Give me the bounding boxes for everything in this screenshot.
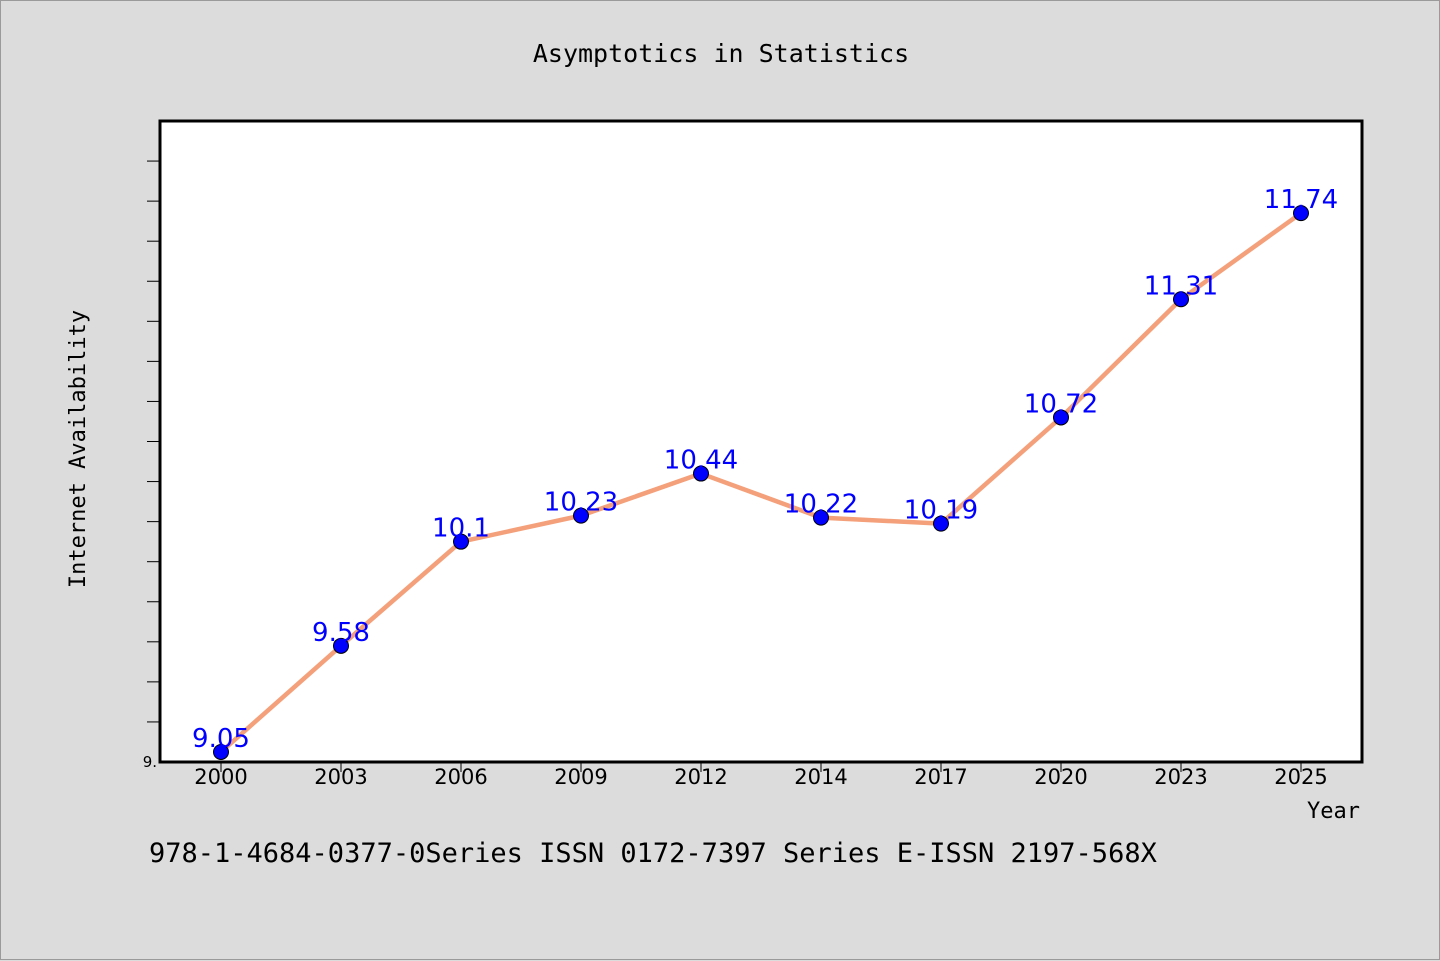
plot-area [158, 119, 1364, 764]
data-label: 10.72 [1024, 389, 1098, 419]
data-point [1053, 409, 1069, 426]
data-label: 10.19 [904, 496, 978, 526]
x-tick-label: 2020 [1034, 765, 1087, 789]
x-tick-label: 2014 [794, 765, 847, 789]
data-point [813, 509, 829, 526]
data-point [453, 533, 469, 550]
data-point [213, 743, 229, 760]
data-markers [213, 205, 1309, 760]
data-point [573, 507, 589, 524]
data-label: 9.58 [312, 618, 370, 648]
data-point [333, 637, 349, 654]
x-tick-label: 2025 [1274, 765, 1327, 789]
x-tick-label: 2017 [914, 765, 967, 789]
data-point [693, 465, 709, 482]
x-tick-label: 2003 [314, 765, 367, 789]
y-axis-ticks: 9. [143, 160, 160, 771]
data-labels: 9.05 9.58 10.1 10.23 10.44 10.22 10.19 10.72 11.… [192, 185, 1338, 754]
data-label: 10.23 [544, 488, 618, 518]
y-axis-label: Internet Availability [66, 310, 91, 588]
data-point [933, 515, 949, 532]
x-tick-label: 2023 [1154, 765, 1207, 789]
data-point [1173, 291, 1189, 308]
y-tick-label: 9. [143, 753, 157, 771]
x-axis-label: Year [1307, 799, 1360, 824]
x-tick-label: 2000 [194, 765, 247, 789]
data-label: 10.22 [784, 490, 858, 520]
data-label: 11.74 [1264, 185, 1338, 215]
series-line [218, 210, 1304, 755]
series-line-group [218, 210, 1304, 755]
chart-title: Asymptotics in Statistics [533, 39, 909, 68]
x-tick-label: 2006 [434, 765, 487, 789]
data-label: 11.31 [1144, 271, 1218, 301]
data-point [1293, 205, 1309, 222]
x-axis-ticks: 2000 2003 2006 2009 2012 2014 2017 2020 2023 2025 [194, 762, 1328, 789]
x-tick-label: 2009 [554, 765, 607, 789]
footer-text: 978-1-4684-0377-0Series ISSN 0172-7397 S… [149, 838, 1157, 869]
data-label: 9.05 [192, 724, 250, 754]
x-tick-label: 2012 [674, 765, 727, 789]
data-label: 10.1 [432, 514, 490, 544]
data-label: 10.44 [664, 446, 738, 476]
